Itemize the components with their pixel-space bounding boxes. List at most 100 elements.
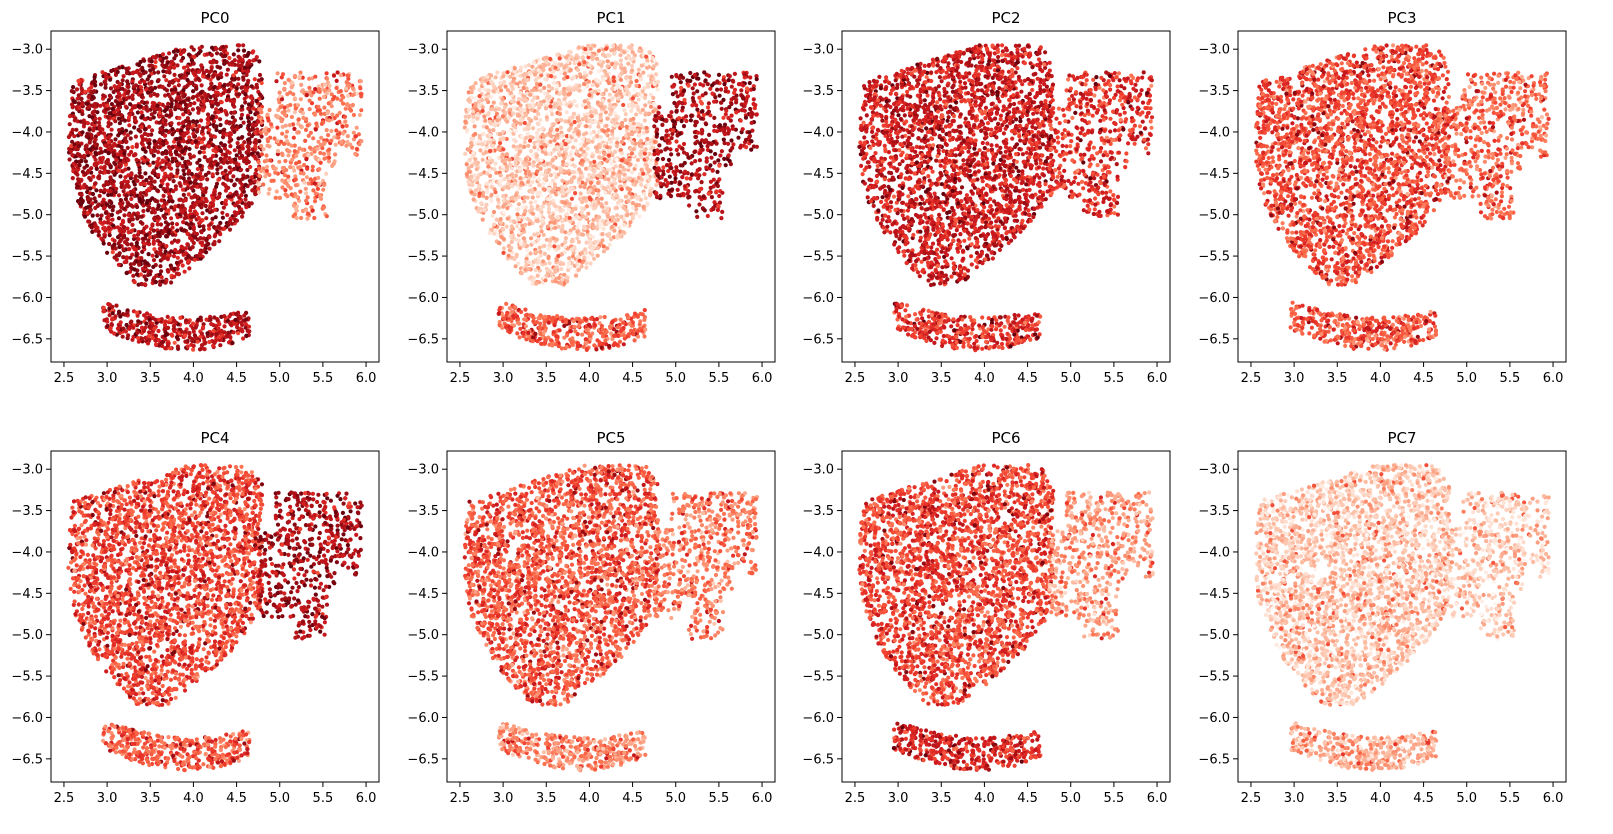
axes-frame	[1237, 30, 1567, 363]
y-tick-label: −5.0	[1198, 208, 1230, 223]
x-tick-label: 3.0	[97, 791, 118, 806]
x-tick-label: 3.5	[1327, 371, 1348, 386]
cluster-band	[100, 722, 252, 773]
x-tick-label: 5.0	[269, 791, 290, 806]
scatter-points	[66, 463, 364, 773]
y-tick-label: −5.5	[11, 670, 43, 685]
y-tick-label: −5.5	[802, 250, 834, 265]
x-tick-label: 5.5	[1104, 371, 1125, 386]
y-tick-label: −4.5	[11, 587, 43, 602]
y-tick-label: −3.5	[11, 504, 43, 519]
cluster-blob-side	[1443, 490, 1551, 641]
x-tick-label: 5.0	[1456, 371, 1477, 386]
y-tick-label: −6.0	[407, 711, 439, 726]
panel-title: PC3	[1387, 9, 1416, 27]
y-tick-label: −3.5	[407, 504, 439, 519]
cluster-blob-main	[462, 463, 661, 707]
x-tick-label: 4.0	[1370, 791, 1391, 806]
y-tick-label: −4.0	[802, 125, 834, 140]
cluster-band	[1288, 300, 1439, 352]
axes-frame	[1237, 450, 1567, 783]
y-tick-label: −6.5	[802, 752, 834, 767]
cluster-blob-main	[857, 463, 1056, 707]
panel-pc6: 2.5 3.0 3.5 4.0 4.5 5.0 5.5 6.0 −3.0 −3.5 −4.0 −4.5…	[802, 429, 1171, 806]
cluster-blob-main	[1254, 43, 1452, 287]
y-tick-label: −6.0	[11, 291, 43, 306]
cluster-blob-main	[857, 43, 1056, 288]
x-tick-label: 3.0	[97, 371, 118, 386]
x-tick-label: 5.0	[269, 371, 290, 386]
y-tick-label: −5.0	[407, 628, 439, 643]
x-tick-label: 5.5	[313, 791, 334, 806]
y-tick-label: −3.5	[802, 84, 834, 99]
y-tick-label: −5.5	[407, 670, 439, 685]
y-tick-label: −5.0	[407, 208, 439, 223]
x-tick-label: 3.5	[1327, 791, 1348, 806]
panel-title: PC7	[1387, 429, 1416, 447]
cluster-blob-side	[1047, 70, 1155, 218]
scatter-points	[1254, 43, 1551, 352]
y-tick-label: −3.5	[11, 84, 43, 99]
y-tick-label: −3.5	[1198, 504, 1230, 519]
x-tick-label: 3.5	[536, 791, 557, 806]
x-tick-label: 4.5	[1017, 791, 1038, 806]
x-tick-label: 2.5	[845, 371, 866, 386]
x-tick-label: 4.0	[974, 791, 995, 806]
x-tick-label: 5.0	[1456, 791, 1477, 806]
y-tick-label: −5.5	[1198, 670, 1230, 685]
cluster-band	[891, 721, 1043, 772]
y-tick-label: −4.0	[11, 125, 43, 140]
panel-title: PC6	[991, 429, 1020, 447]
scatter-points	[66, 43, 364, 352]
cluster-blob-main	[1254, 463, 1452, 707]
y-tick-label: −5.0	[802, 208, 834, 223]
y-tick-label: −6.5	[407, 752, 439, 767]
panel-pc7: 2.5 3.0 3.5 4.0 4.5 5.0 5.5 6.0 −3.0 −3.5 −4.0 −4.5…	[1198, 429, 1567, 806]
x-tick-label: 4.5	[622, 791, 643, 806]
y-tick-label: −5.0	[802, 628, 834, 643]
panel-title: PC5	[596, 429, 625, 447]
x-tick-label: 6.0	[356, 791, 377, 806]
scatter-points	[857, 43, 1155, 353]
x-tick-label: 6.0	[752, 371, 773, 386]
panel-pc0: 2.5 3.0 3.5 4.0 4.5 5.0 5.5 6.0 −3.0 −3.5 −4.0 −4.5…	[11, 9, 380, 386]
x-tick-label: 2.5	[54, 371, 75, 386]
x-tick-label: 2.5	[1241, 791, 1262, 806]
panel-title: PC0	[200, 9, 229, 27]
panel-title: PC4	[200, 429, 229, 447]
cluster-band	[101, 302, 252, 352]
y-tick-label: −5.0	[11, 628, 43, 643]
x-tick-label: 6.0	[1543, 791, 1564, 806]
panel-pc1: 2.5 3.0 3.5 4.0 4.5 5.0 5.5 6.0 −3.0 −3.5 −4.0 −4.5…	[407, 9, 776, 386]
x-tick-label: 2.5	[1241, 371, 1262, 386]
scatter-points	[1254, 463, 1551, 772]
x-tick-label: 4.5	[1413, 371, 1434, 386]
x-tick-label: 3.0	[493, 371, 514, 386]
y-tick-label: −3.0	[802, 43, 834, 58]
cluster-blob-side	[1443, 70, 1551, 221]
axes-frame	[841, 450, 1171, 783]
x-tick-label: 3.0	[888, 371, 909, 386]
x-tick-label: 2.5	[450, 791, 471, 806]
y-tick-label: −4.5	[1198, 587, 1230, 602]
axes-frame	[841, 30, 1171, 363]
cluster-blob-main	[462, 43, 661, 287]
panel-pc4: 2.5 3.0 3.5 4.0 4.5 5.0 5.5 6.0 −3.0 −3.5 −4.0 −4.5…	[11, 429, 380, 806]
y-tick-label: −4.5	[407, 587, 439, 602]
x-tick-label: 5.0	[1060, 371, 1081, 386]
x-tick-label: 4.5	[1413, 791, 1434, 806]
y-tick-label: −4.0	[11, 545, 43, 560]
panel-title: PC2	[991, 9, 1020, 27]
x-tick-label: 4.5	[226, 371, 247, 386]
x-tick-label: 4.0	[1370, 371, 1391, 386]
x-tick-label: 5.5	[313, 371, 334, 386]
cluster-blob-side	[256, 490, 364, 641]
x-tick-label: 3.5	[140, 371, 161, 386]
x-tick-label: 2.5	[450, 371, 471, 386]
panel-title: PC1	[596, 9, 625, 27]
cluster-blob-side	[652, 490, 760, 641]
y-tick-label: −5.5	[407, 250, 439, 265]
y-tick-label: −6.0	[407, 291, 439, 306]
x-tick-label: 6.0	[752, 791, 773, 806]
x-tick-label: 3.5	[931, 791, 952, 806]
